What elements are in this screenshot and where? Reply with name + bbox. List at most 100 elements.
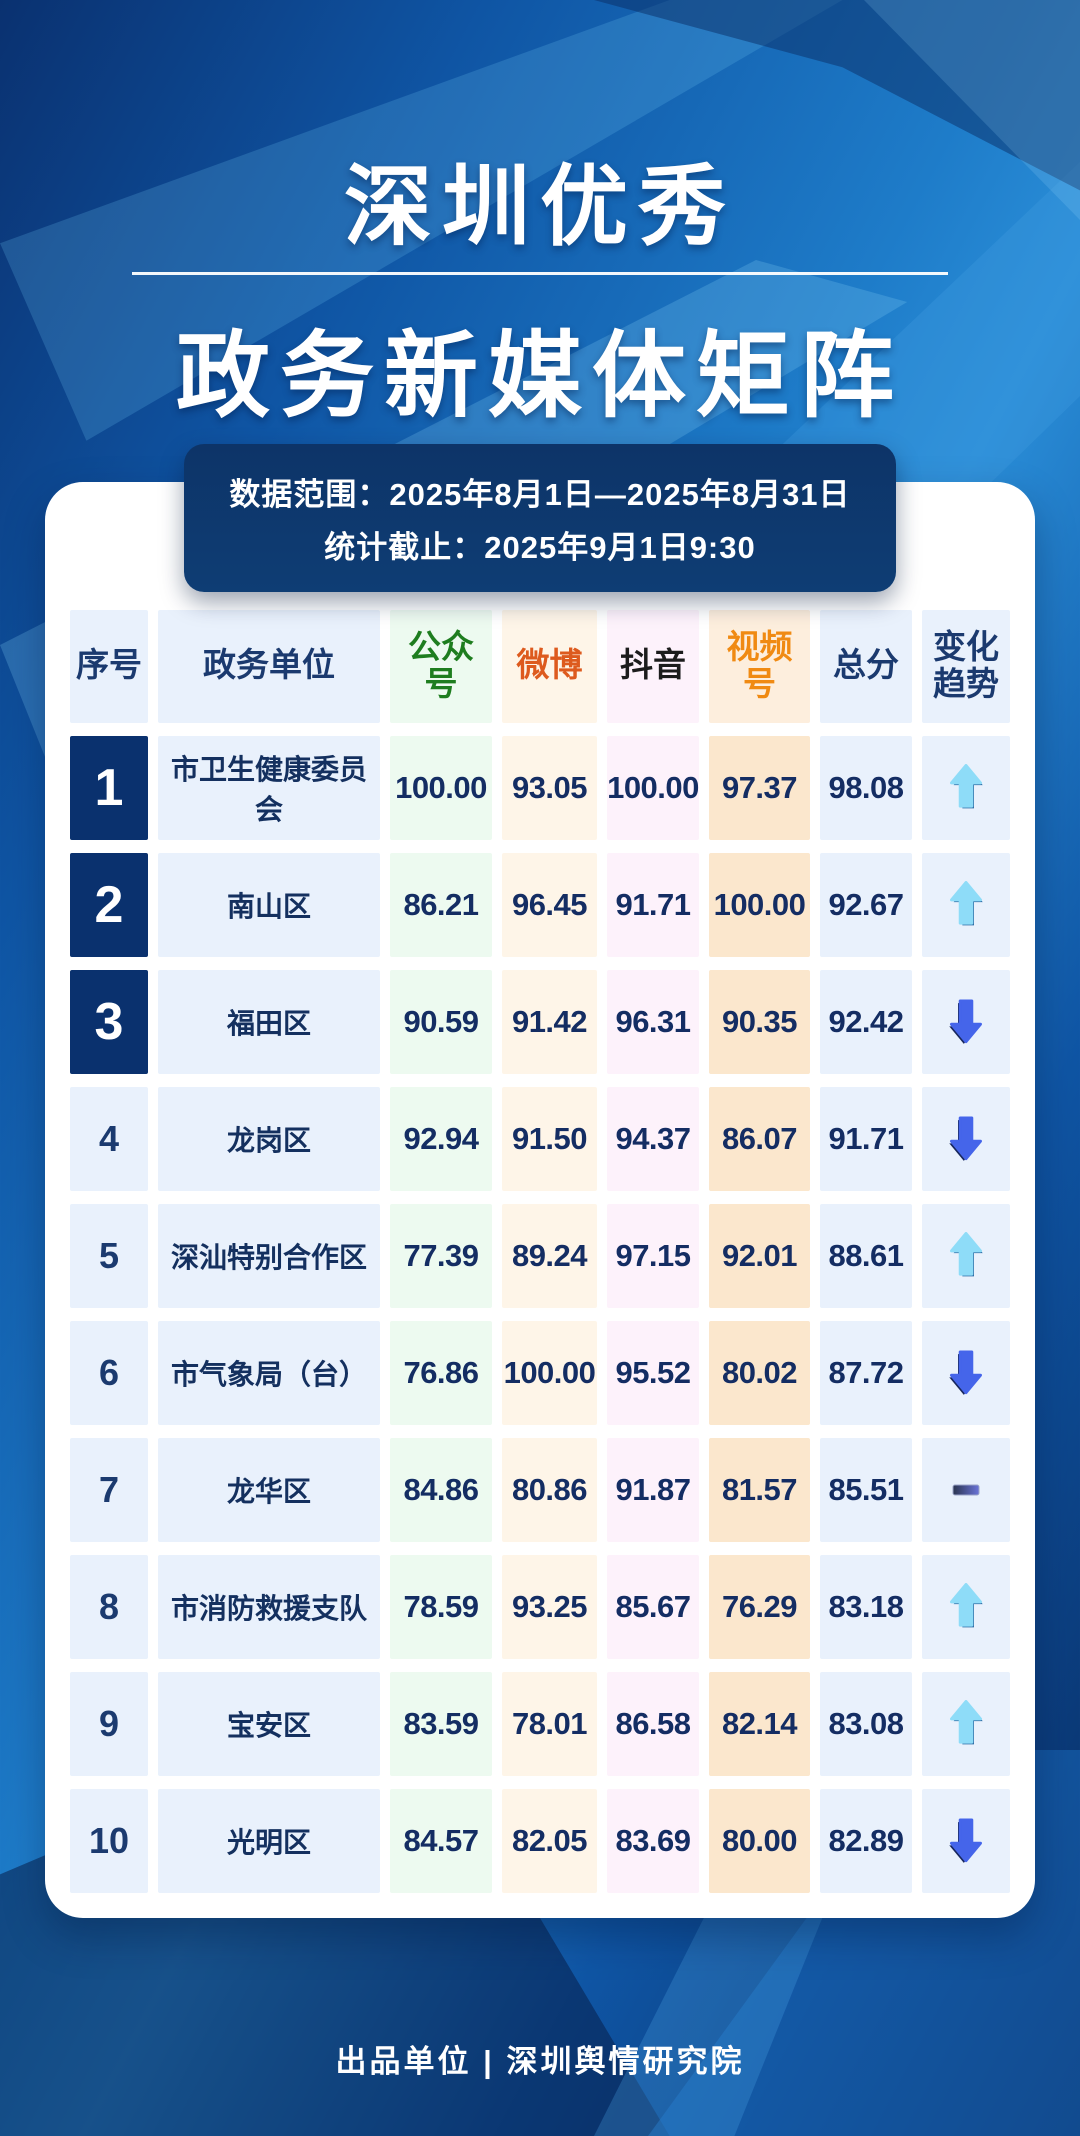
header-rank: 序号 [70, 610, 148, 723]
date-range-text: 数据范围：2025年8月1日—2025年8月31日 [229, 477, 851, 512]
header-weibo: 微博 [502, 610, 597, 723]
unit-name-cell: 福田区 [158, 970, 380, 1074]
shipinhao-score-cell: 76.29 [709, 1555, 810, 1659]
table-row: 9 宝安区 83.59 78.01 86.58 82.14 83.08 [70, 1672, 1010, 1776]
weibo-score-cell: 91.42 [502, 970, 597, 1074]
weibo-score-cell: 80.86 [502, 1438, 597, 1542]
trend-up-icon [943, 1700, 989, 1748]
total-score-cell: 85.51 [820, 1438, 912, 1542]
header-trend: 变化趋势 [922, 610, 1010, 723]
shipinhao-score-cell: 81.57 [709, 1438, 810, 1542]
poster-title-line2: 政务新媒体矩阵 [175, 323, 904, 428]
trend-flat-icon [952, 1484, 980, 1496]
unit-name-cell: 市气象局（台） [158, 1321, 380, 1425]
header-total: 总分 [820, 610, 912, 723]
gongzhonghao-score-cell: 77.39 [390, 1204, 492, 1308]
header-unit: 政务单位 [158, 610, 380, 723]
gongzhonghao-score-cell: 86.21 [390, 853, 492, 957]
gongzhonghao-score-cell: 84.86 [390, 1438, 492, 1542]
douyin-score-cell: 100.00 [607, 736, 699, 840]
trend-up-icon [943, 764, 989, 812]
gongzhonghao-score-cell: 83.59 [390, 1672, 492, 1776]
douyin-score-cell: 91.87 [607, 1438, 699, 1542]
rank-cell: 6 [70, 1321, 148, 1425]
total-score-cell: 88.61 [820, 1204, 912, 1308]
header-gongzhonghao: 公众号 [390, 610, 492, 723]
gongzhonghao-score-cell: 76.86 [390, 1321, 492, 1425]
table-row: 2 南山区 86.21 96.45 91.71 100.00 92.67 [70, 853, 1010, 957]
trend-up-icon [943, 1232, 989, 1280]
stats-cutoff-text: 统计截止：2025年9月1日9:30 [324, 530, 756, 565]
table-row: 6 市气象局（台） 76.86 100.00 95.52 80.02 87.72 [70, 1321, 1010, 1425]
trend-cell [922, 970, 1010, 1074]
total-score-cell: 92.67 [820, 853, 912, 957]
total-score-cell: 87.72 [820, 1321, 912, 1425]
unit-name-cell: 南山区 [158, 853, 380, 957]
rank-cell: 7 [70, 1438, 148, 1542]
trend-cell [922, 1555, 1010, 1659]
rank-cell: 4 [70, 1087, 148, 1191]
table-row: 3 福田区 90.59 91.42 96.31 90.35 92.42 [70, 970, 1010, 1074]
trend-cell [922, 1087, 1010, 1191]
trend-cell [922, 1204, 1010, 1308]
shipinhao-score-cell: 100.00 [709, 853, 810, 957]
douyin-score-cell: 83.69 [607, 1789, 699, 1893]
shipinhao-score-cell: 80.00 [709, 1789, 810, 1893]
shipinhao-score-cell: 82.14 [709, 1672, 810, 1776]
shipinhao-score-cell: 86.07 [709, 1087, 810, 1191]
trend-down-icon [943, 1349, 989, 1397]
total-score-cell: 82.89 [820, 1789, 912, 1893]
unit-name-cell: 光明区 [158, 1789, 380, 1893]
douyin-score-cell: 96.31 [607, 970, 699, 1074]
rank-cell: 5 [70, 1204, 148, 1308]
total-score-cell: 91.71 [820, 1087, 912, 1191]
table-row: 5 深汕特别合作区 77.39 89.24 97.15 92.01 88.61 [70, 1204, 1010, 1308]
table-row: 4 龙岗区 92.94 91.50 94.37 86.07 91.71 [70, 1087, 1010, 1191]
trend-up-icon [943, 881, 989, 929]
trend-up-icon [943, 1583, 989, 1631]
table-header-row: 序号 政务单位 公众号 微博 抖音 视频号 总分 变化趋势 [70, 610, 1010, 723]
douyin-score-cell: 91.71 [607, 853, 699, 957]
gongzhonghao-score-cell: 84.57 [390, 1789, 492, 1893]
total-score-cell: 92.42 [820, 970, 912, 1074]
rank-cell: 3 [70, 970, 148, 1074]
unit-name-cell: 深汕特别合作区 [158, 1204, 380, 1308]
rank-cell: 2 [70, 853, 148, 957]
douyin-score-cell: 86.58 [607, 1672, 699, 1776]
shipinhao-score-cell: 97.37 [709, 736, 810, 840]
total-score-cell: 83.18 [820, 1555, 912, 1659]
ranking-table: 序号 政务单位 公众号 微博 抖音 视频号 总分 变化趋势 1 市卫生健康委员会 1… [70, 610, 1010, 1906]
douyin-score-cell: 95.52 [607, 1321, 699, 1425]
date-range-box: 数据范围：2025年8月1日—2025年8月31日 统计截止：2025年9月1日… [184, 444, 896, 592]
trend-cell [922, 1672, 1010, 1776]
header-shipinhao: 视频号 [709, 610, 810, 723]
table-row: 1 市卫生健康委员会 100.00 93.05 100.00 97.37 98.08 [70, 736, 1010, 840]
rank-cell: 1 [70, 736, 148, 840]
gongzhonghao-score-cell: 78.59 [390, 1555, 492, 1659]
gongzhonghao-score-cell: 100.00 [390, 736, 492, 840]
gongzhonghao-score-cell: 92.94 [390, 1087, 492, 1191]
trend-down-icon [943, 1115, 989, 1163]
shipinhao-score-cell: 92.01 [709, 1204, 810, 1308]
weibo-score-cell: 100.00 [502, 1321, 597, 1425]
unit-name-cell: 龙华区 [158, 1438, 380, 1542]
table-row: 10 光明区 84.57 82.05 83.69 80.00 82.89 [70, 1789, 1010, 1893]
shipinhao-score-cell: 80.02 [709, 1321, 810, 1425]
gongzhonghao-score-cell: 90.59 [390, 970, 492, 1074]
unit-name-cell: 市消防救援支队 [158, 1555, 380, 1659]
weibo-score-cell: 89.24 [502, 1204, 597, 1308]
trend-cell [922, 1438, 1010, 1542]
table-row: 8 市消防救援支队 78.59 93.25 85.67 76.29 83.18 [70, 1555, 1010, 1659]
ranking-card: 序号 政务单位 公众号 微博 抖音 视频号 总分 变化趋势 1 市卫生健康委员会 1… [45, 482, 1035, 1918]
douyin-score-cell: 97.15 [607, 1204, 699, 1308]
rank-cell: 10 [70, 1789, 148, 1893]
total-score-cell: 83.08 [820, 1672, 912, 1776]
weibo-score-cell: 93.05 [502, 736, 597, 840]
title-divider [132, 272, 948, 275]
footer-credit: 出品单位 | 深圳舆情研究院 [335, 2044, 745, 2079]
trend-down-icon [943, 998, 989, 1046]
trend-down-icon [943, 1817, 989, 1865]
rank-cell: 9 [70, 1672, 148, 1776]
weibo-score-cell: 82.05 [502, 1789, 597, 1893]
